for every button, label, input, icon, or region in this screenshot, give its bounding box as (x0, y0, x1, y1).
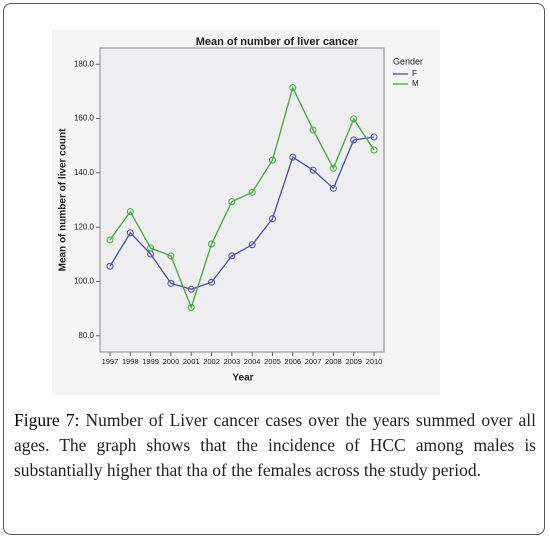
point (106, 262, 114, 270)
point (248, 188, 256, 196)
point (187, 303, 195, 311)
series-line (109, 136, 375, 290)
figure-frame (3, 3, 545, 535)
x-tick-label: 2006 (284, 357, 301, 366)
x-tick-label: 2007 (305, 357, 322, 366)
plot-area (99, 47, 385, 353)
legend-label: M (412, 79, 419, 88)
caption: Figure 7: Number of Liver cancer cases o… (14, 408, 536, 483)
x-tick-label: 1998 (122, 357, 139, 366)
chart: Mean of number of liver cancer Year Mean… (52, 30, 440, 395)
x-tick-label: 2009 (345, 357, 362, 366)
x-tick-label: 2004 (244, 357, 261, 366)
point (329, 184, 337, 192)
point (167, 252, 175, 260)
y-tick-label: 120.0 (74, 222, 95, 231)
x-tick-label: 2005 (264, 357, 281, 366)
y-tick-label: 100.0 (74, 277, 95, 286)
point (228, 198, 236, 206)
point (370, 133, 378, 141)
point (370, 146, 378, 154)
point (187, 285, 195, 293)
point (228, 252, 236, 260)
point (126, 229, 134, 237)
point (350, 115, 358, 123)
x-tick-label: 1997 (102, 357, 119, 366)
caption-label: Figure 7: (14, 410, 80, 430)
x-tick-label: 1999 (142, 357, 159, 366)
y-tick-label: 180.0 (74, 59, 95, 68)
y-tick-label: 160.0 (74, 114, 95, 123)
point (167, 279, 175, 287)
point (309, 126, 317, 134)
x-tick-label: 2003 (224, 357, 241, 366)
point (106, 236, 114, 244)
chart-title: Mean of number of liver cancer (196, 36, 359, 48)
point (126, 208, 134, 216)
point (268, 215, 276, 223)
x-tick-label: 2010 (366, 357, 383, 366)
point (309, 166, 317, 174)
caption-text: Number of Liver cancer cases over the ye… (14, 410, 536, 480)
legend-label: F (412, 69, 417, 78)
y-tick-label: 80.0 (78, 331, 94, 340)
point (147, 244, 155, 252)
x-tick-label: 2000 (163, 357, 180, 366)
point (268, 156, 276, 164)
point (208, 278, 216, 286)
point (208, 240, 216, 248)
y-axis-title: Mean of number of liver count (58, 128, 69, 271)
point (289, 84, 297, 92)
series-line (109, 85, 375, 310)
x-axis-title: Year (232, 373, 253, 384)
point (289, 153, 297, 161)
point (248, 241, 256, 249)
x-tick-label: 2008 (325, 357, 342, 366)
y-tick-label: 140.0 (74, 168, 95, 177)
x-tick-label: 2002 (203, 357, 220, 366)
x-tick-label: 2001 (183, 357, 200, 366)
point (350, 136, 358, 144)
point (329, 164, 337, 172)
legend-title: Gender (393, 56, 423, 66)
